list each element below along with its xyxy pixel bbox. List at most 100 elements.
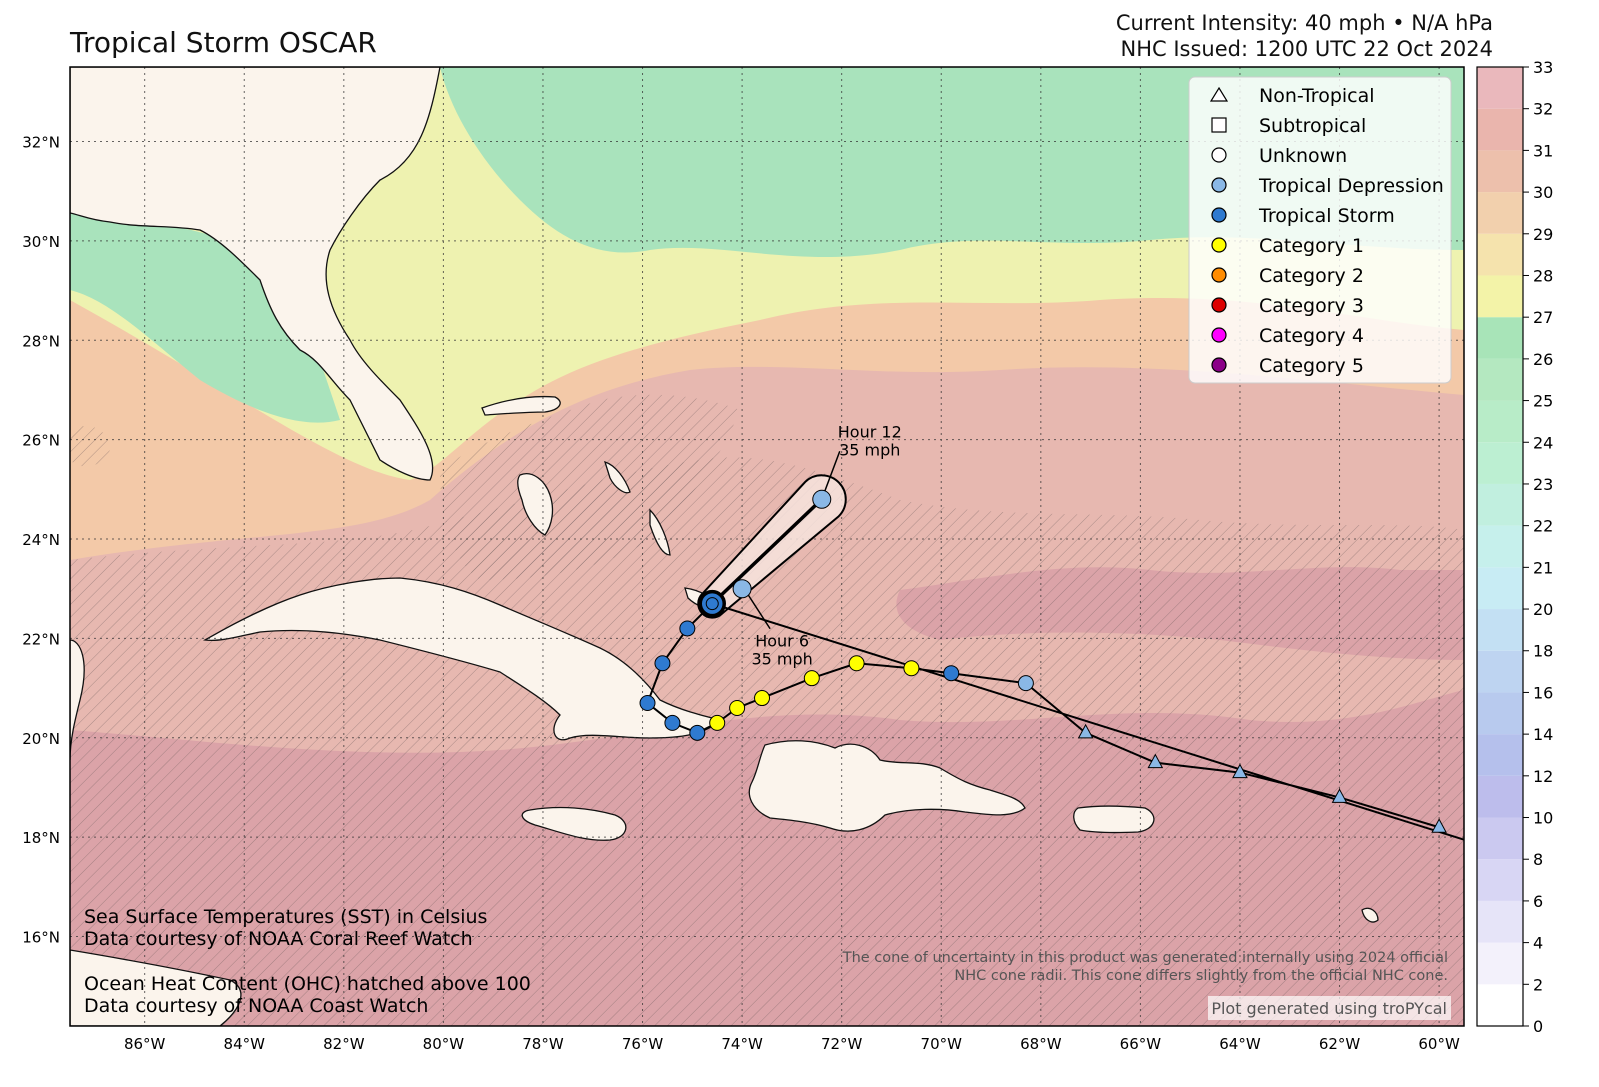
colorbar-band (1477, 650, 1523, 693)
lon-tick-label: 78°W (522, 1035, 564, 1053)
map-frame (69, 66, 1465, 1027)
track-point (1017, 675, 1034, 692)
legend-item: Category 5 (1211, 355, 1364, 377)
legend-item: Category 4 (1211, 325, 1364, 347)
forecast-line (711, 498, 823, 605)
issued-time: NHC Issued: 1200 UTC 22 Oct 2024 (1120, 37, 1493, 61)
legend-marker (1211, 117, 1227, 133)
legend-item: Tropical Depression (1211, 175, 1444, 197)
forecast-point (812, 489, 832, 509)
colorbar: 0246810121416182021222324252627282930313… (1476, 58, 1553, 1036)
lon-tick-label: 64°W (1219, 1035, 1261, 1053)
legend-label: Tropical Depression (1258, 175, 1444, 197)
colorbar-tick-label: 12 (1533, 767, 1553, 786)
colorbar-band (1477, 734, 1523, 776)
colorbar-tick-label: 24 (1533, 433, 1553, 452)
track-point (803, 670, 820, 687)
track-point (903, 660, 920, 677)
forecast-wind-label: 35 mph (751, 650, 812, 669)
lat-tick-label: 20°N (22, 730, 60, 748)
colorbar-tick-label: 28 (1533, 266, 1553, 285)
colorbar-tick-label: 31 (1533, 141, 1553, 160)
colorbar-tick-label: 8 (1533, 850, 1543, 869)
forecast-hour-label: Hour 12 (838, 422, 902, 441)
legend-label: Category 5 (1259, 355, 1364, 377)
legend-marker (1209, 86, 1229, 102)
colorbar-band (1477, 400, 1523, 443)
colorbar-tick-label: 4 (1533, 934, 1543, 953)
current-position-core (705, 597, 719, 611)
legend-label: Category 4 (1259, 325, 1364, 347)
colorbar-band (1477, 317, 1523, 359)
lon-tick-label: 84°W (224, 1035, 266, 1053)
colorbar-tick-label: 10 (1533, 809, 1553, 828)
colorbar-tick-label: 6 (1533, 892, 1543, 911)
lat-tick-label: 26°N (22, 432, 60, 450)
legend-marker (1211, 267, 1227, 283)
credit: Plot generated using troPYcal (1211, 999, 1447, 1018)
cone-note-2: NHC cone radii. This cone differs slight… (954, 968, 1448, 984)
track-point (664, 714, 681, 731)
legend-marker (1211, 297, 1227, 313)
track-point (679, 620, 696, 637)
legend-marker (1211, 357, 1227, 373)
track-point (709, 714, 726, 731)
longitude-axis: 86°W 84°W 82°W 80°W 78°W 76°W 74°W 72°W 70°W 68°W… (124, 1035, 1460, 1053)
colorbar-tick-label: 32 (1533, 100, 1553, 119)
colorbar-tick-label: 25 (1533, 392, 1553, 411)
legend-item: Category 1 (1211, 235, 1364, 257)
lon-tick-label: 68°W (1020, 1035, 1062, 1053)
colorbar-band (1477, 984, 1523, 1026)
track-point (848, 655, 865, 672)
legend-item: Non-Tropical (1209, 85, 1375, 107)
ohc-source: Data courtesy of NOAA Coast Watch (84, 995, 428, 1017)
current-intensity: Current Intensity: 40 mph • N/A hPa (1115, 11, 1493, 35)
footnotes: Sea Surface Temperatures (SST) in Celsiu… (84, 906, 1451, 1020)
legend-label: Category 2 (1259, 265, 1364, 287)
colorbar-band (1477, 67, 1523, 109)
colorbar-tick-label: 26 (1533, 350, 1553, 369)
colorbar-band (1477, 108, 1523, 151)
colorbar-band (1477, 150, 1523, 193)
lon-tick-label: 86°W (124, 1035, 166, 1053)
track-point-nontropical (1077, 723, 1094, 739)
track-point (729, 699, 746, 716)
forecast-point (732, 579, 752, 599)
legend-marker (1211, 147, 1227, 163)
track-point-nontropical (1147, 753, 1164, 769)
lon-tick-label: 62°W (1319, 1035, 1361, 1053)
colorbar-tick-label: 0 (1533, 1017, 1543, 1036)
land (70, 67, 1379, 1026)
legend-marker (1211, 177, 1227, 193)
track-point (654, 655, 671, 672)
legend-marker (1211, 327, 1227, 343)
storm-status: Current Intensity: 40 mph • N/A hPa NHC … (1116, 10, 1493, 62)
lat-tick-label: 32°N (22, 134, 60, 152)
colorbar-band (1477, 483, 1523, 526)
track-point (639, 695, 656, 712)
page-title: Tropical Storm OSCAR (70, 26, 377, 59)
colorbar-band (1477, 358, 1523, 401)
colorbar-tick-label: 14 (1533, 725, 1553, 744)
lon-tick-label: 60°W (1418, 1035, 1460, 1053)
lon-tick-label: 66°W (1120, 1035, 1162, 1053)
lat-tick-label: 18°N (22, 829, 60, 847)
track-point (754, 690, 771, 707)
legend-item: Subtropical (1211, 115, 1366, 137)
lat-tick-label: 24°N (22, 531, 60, 549)
colorbar-tick-label: 16 (1533, 683, 1553, 702)
legend-label: Category 1 (1259, 235, 1364, 257)
legend-item: Unknown (1211, 145, 1347, 167)
colorbar-band (1477, 233, 1523, 276)
colorbar-tick-label: 33 (1533, 58, 1553, 77)
sst-source: Data courtesy of NOAA Coral Reef Watch (84, 928, 473, 950)
lon-tick-label: 70°W (921, 1035, 963, 1053)
legend-label: Category 3 (1259, 295, 1364, 317)
colorbar-band (1477, 567, 1523, 610)
colorbar-tick-label: 21 (1533, 558, 1553, 577)
track-point-nontropical (1331, 788, 1348, 803)
legend-item: Category 3 (1211, 295, 1364, 317)
colorbar-band (1477, 275, 1523, 318)
